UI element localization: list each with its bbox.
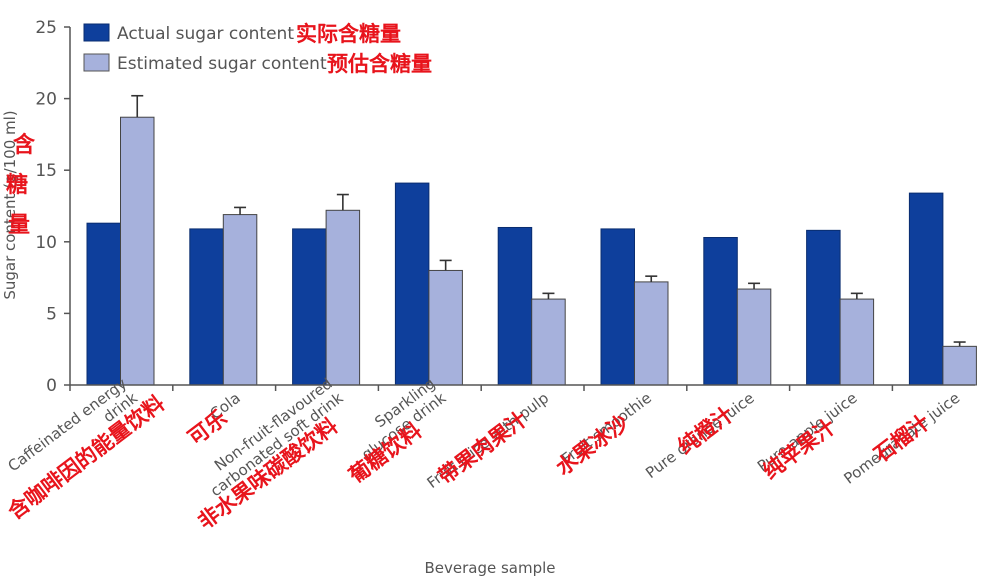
x-axis-title: Beverage sample [424,559,555,577]
legend-swatch-estimated [83,53,110,72]
legend-annotation-estimated: 预估含糖量 [327,52,432,76]
bar-actual-5 [600,228,635,386]
bar-actual-4 [497,226,533,386]
y-tick-label-25: 25 [35,18,57,38]
bars-layer [86,116,977,386]
legend-annotation-actual: 实际含糖量 [296,22,401,46]
bar-estimated-6 [736,288,772,386]
bar-actual-1 [189,228,224,386]
y-tick-label-0: 0 [46,376,57,396]
y-annotation-char-2: 糖 [6,172,28,198]
y-tick-label-10: 10 [35,233,57,253]
bar-actual-7 [806,229,841,386]
bar-estimated-4 [531,298,566,386]
y-tick-label-15: 15 [35,161,57,181]
category-annotation-5: 水果冰沙 [552,410,634,480]
bar-estimated-2 [325,209,361,386]
bar-estimated-0 [120,116,155,386]
category-annotation-6: 纯橙汁 [674,402,739,459]
legend-label-actual: Actual sugar content [117,24,294,44]
bar-actual-0 [86,222,121,386]
y-axis-title: Sugar content (g/100 ml) [1,110,19,299]
category-annotation-8: 石榴汁 [869,410,935,468]
bar-actual-8 [908,192,944,386]
bar-estimated-3 [428,269,463,386]
y-tick-label-20: 20 [35,90,57,110]
error-bars-layer [131,94,966,347]
bar-estimated-7 [839,298,875,386]
y-tick-label-5: 5 [46,304,57,324]
bar-actual-2 [292,228,327,386]
legend: Actual sugar content 实际含糖量 Estimated sug… [83,22,432,76]
axes-layer: 0 5 10 15 20 25 [35,18,975,396]
legend-swatch-actual [83,23,110,42]
category-annotation-4: 带果肉果汁 [434,407,532,489]
bar-actual-3 [394,182,430,386]
y-axis-annotation: 含 糖 量 [6,132,36,238]
bar-estimated-8 [942,345,977,386]
y-annotation-char-3: 量 [8,213,30,238]
bar-actual-6 [703,237,738,386]
y-annotation-char-1: 含 [13,132,36,158]
annotations-layer: 含咖啡因的能量饮料 可乐非水果味碳酸饮料 葡糖饮料 带果肉果汁 水果冰沙 纯橙汁 纯苹果汁石… [4,391,935,534]
legend-label-estimated: Estimated sugar content [117,54,327,74]
bar-estimated-1 [222,214,258,386]
bar-estimated-5 [634,281,669,386]
